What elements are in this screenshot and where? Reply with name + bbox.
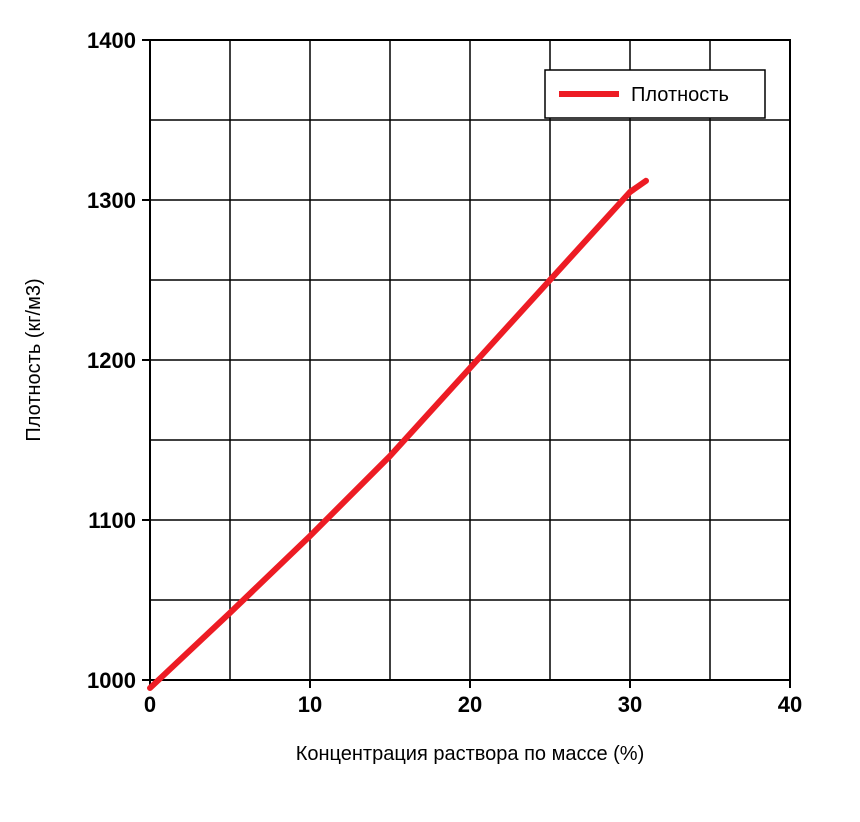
legend-label: Плотность bbox=[631, 84, 729, 106]
x-tick-label: 40 bbox=[778, 692, 802, 717]
y-axis-label: Плотность (кг/м3) bbox=[23, 278, 45, 441]
y-tick-label: 1400 bbox=[87, 28, 136, 53]
x-tick-label: 0 bbox=[144, 692, 156, 717]
y-tick-label: 1300 bbox=[87, 188, 136, 213]
y-tick-label: 1100 bbox=[88, 508, 136, 533]
x-tick-label: 30 bbox=[618, 692, 642, 717]
y-tick-label: 1200 bbox=[87, 348, 136, 373]
y-tick-label: 1000 bbox=[87, 668, 136, 693]
density-chart: 0 10 20 30 40 1000 1100 1200 1300 1400 Концентраци… bbox=[0, 0, 860, 822]
x-axis-label: Концентрация раствора по массе (%) bbox=[296, 743, 645, 765]
x-tick-label: 20 bbox=[458, 692, 482, 717]
x-tick-label: 10 bbox=[298, 692, 322, 717]
chart-container: 0 10 20 30 40 1000 1100 1200 1300 1400 Концентраци… bbox=[0, 0, 860, 822]
